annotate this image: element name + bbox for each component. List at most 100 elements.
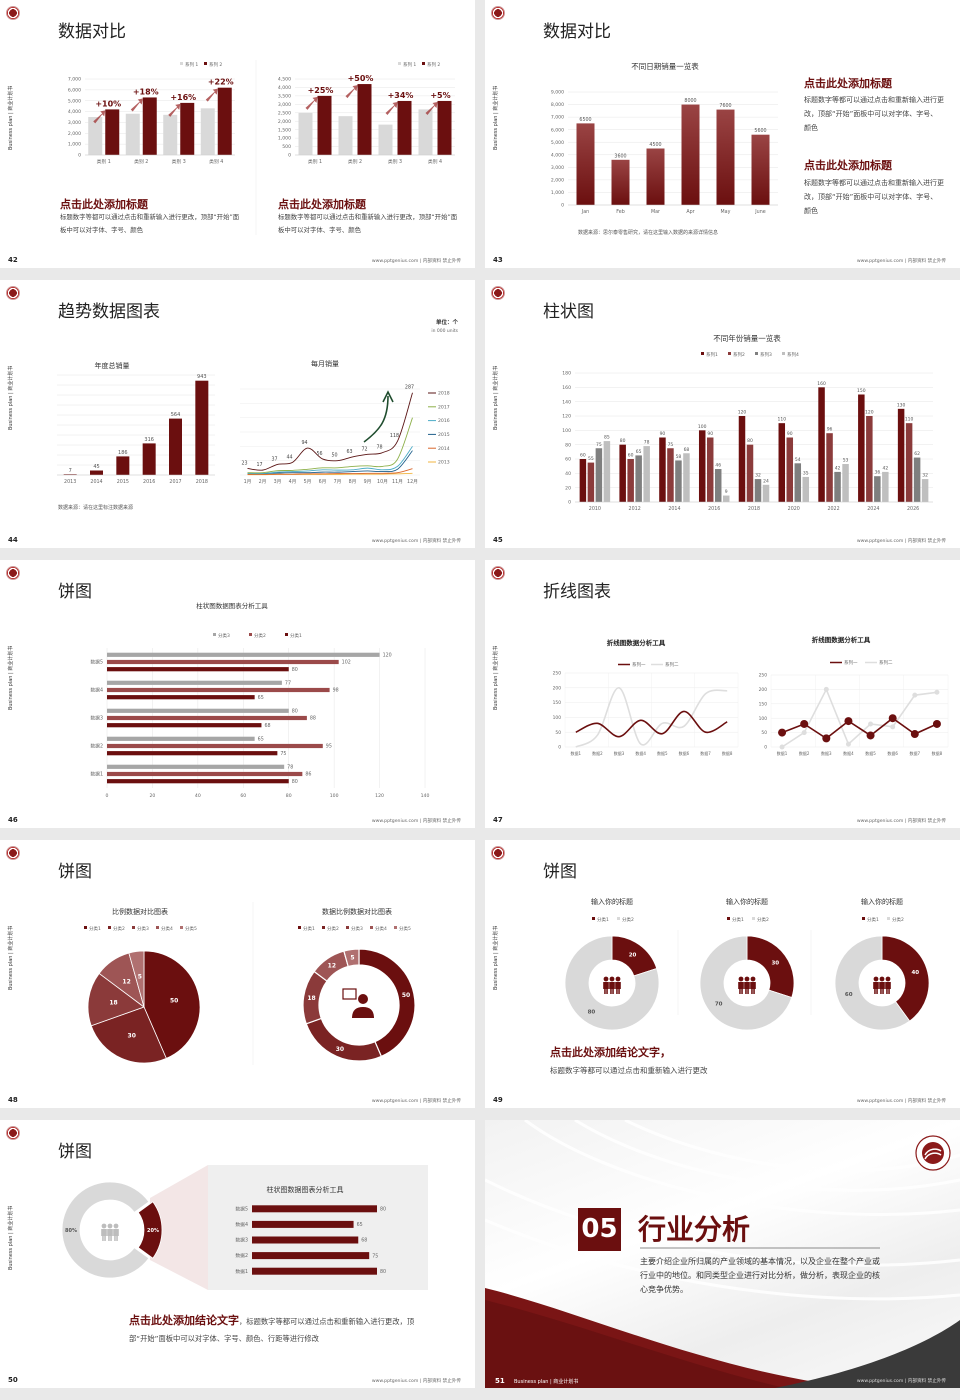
slide-48[interactable]: 饼图 比例数据对比图表 分类1 分类2 分类3 分类4 分类5 50 30 18 12 5 数据比例数… bbox=[0, 840, 475, 1108]
data-label: 42 bbox=[835, 465, 841, 471]
data-label: 78 bbox=[376, 445, 382, 451]
x-tick-label: 2015 bbox=[117, 479, 129, 485]
slide-44[interactable]: 趋势数据图表 年度总销量 7 2013 45 2014 186 2015 316 2016 564… bbox=[0, 280, 475, 548]
legend-label: 分类2 bbox=[892, 916, 904, 923]
page-number: 51 bbox=[495, 1377, 505, 1385]
slide-47[interactable]: 折线图表 折线图数据分析工具 系列一 系列二 0 50 100 150 200 250 数据1 数据… bbox=[485, 560, 960, 828]
data-label: 80 bbox=[380, 1269, 386, 1275]
y-tick-label: 100 bbox=[553, 715, 562, 721]
data-label: 316 bbox=[144, 437, 154, 443]
data-label: 65 bbox=[258, 695, 264, 701]
slide-46[interactable]: 饼图 柱状图数据图表分析工具 分类3 分类2 分类1 0 20 40 60 80 100 120 14… bbox=[0, 560, 475, 828]
legend-swatch bbox=[398, 62, 401, 65]
x-tick-label: 2016 bbox=[708, 506, 720, 512]
conclusion-body: 标题数字等都可以通过点击和重新输入进行更改 bbox=[550, 1066, 708, 1075]
data-label: 85 bbox=[604, 435, 610, 441]
footer-left: Business plan | 商业计划书 bbox=[514, 1379, 579, 1385]
legend-label: 分类1 bbox=[597, 916, 609, 923]
y-tick-label: 180 bbox=[562, 371, 571, 377]
legend-label: 系列2 bbox=[733, 351, 745, 358]
y-tick-label: 100 bbox=[562, 428, 571, 434]
growth-arrow-icon bbox=[425, 101, 438, 115]
legend-swatch bbox=[862, 917, 865, 920]
x-tick-label: 8月 bbox=[349, 479, 357, 485]
slide-51-section-cover[interactable]: 05 行业分析 主要介绍企业所归属的产业领域的基本情况，以及企业在整个产业或行业… bbox=[485, 1120, 960, 1388]
block-body: 标题数字等都可以通过点击和重新输入进行更改，顶部“开始”面板中可以对字体、字号、… bbox=[60, 213, 240, 234]
legend-swatch bbox=[322, 926, 325, 929]
data-label: 35 bbox=[803, 470, 809, 476]
slide-50[interactable]: 饼图 20% 80% 柱状图数据图表分析工具 数据1 80 数据2 75 数据3 68 数据4 65… bbox=[0, 1120, 475, 1388]
footer-text: www.pptgenius.com | 内部资料 禁止外传 bbox=[371, 819, 461, 824]
legend-label: 分类1 bbox=[290, 632, 302, 639]
legend-label: 分类1 bbox=[89, 925, 101, 932]
legend-label: 2015 bbox=[438, 432, 450, 438]
slide-49[interactable]: 饼图 输入你的标题 分类1 分类2 20 80 输入你的标题 分类1 分类2 30 70 输入你的标… bbox=[485, 840, 960, 1108]
bar bbox=[826, 433, 833, 502]
chart-title: 输入你的标题 bbox=[591, 897, 633, 906]
data-label: 7 bbox=[69, 468, 72, 474]
trend-arrowhead bbox=[382, 390, 394, 403]
slide-45[interactable]: 柱状图 不同年份销量一览表 系列1 系列2 系列3 系列4 0 20 40 60 80 100 120… bbox=[485, 280, 960, 548]
footer-text: www.pptgenius.com | 内部资料 禁止外传 bbox=[856, 819, 946, 824]
growth-arrow-icon bbox=[205, 88, 218, 102]
bar bbox=[897, 408, 905, 502]
y-tick-label: 1,000 bbox=[278, 136, 291, 142]
section-title: 行业分析 bbox=[638, 1213, 751, 1246]
slice-label: 18 bbox=[307, 995, 315, 1002]
slice-label: 80% bbox=[65, 1228, 77, 1234]
bar bbox=[802, 476, 810, 502]
slide-title: 饼图 bbox=[543, 862, 577, 882]
data-label: 63 bbox=[346, 449, 352, 455]
data-label: 4500 bbox=[649, 142, 661, 148]
page-number: 46 bbox=[8, 816, 18, 824]
legend-swatch bbox=[213, 633, 216, 636]
data-label: 86 bbox=[305, 772, 311, 778]
side-label: Business plan | 商业计划书 bbox=[8, 85, 14, 150]
bar bbox=[751, 134, 770, 205]
x-tick-label: 4月 bbox=[289, 479, 297, 485]
series-line-系列二 bbox=[575, 687, 728, 748]
slide-42[interactable]: 数据对比 0 1,000 2,000 3,000 4,000 5,000 6,000 7,00… bbox=[0, 0, 475, 268]
data-label: 80 bbox=[380, 1207, 386, 1213]
growth-arrow-icon bbox=[305, 96, 318, 110]
growth-annotation: +25% bbox=[308, 86, 334, 95]
y-tick-label: 40 bbox=[565, 471, 571, 477]
conclusion-body: ，标题数字等都可以通过点击和重新输入进行更改，顶部“开始”面板中可以对字体、字号… bbox=[129, 1317, 415, 1343]
legend-swatch bbox=[755, 352, 758, 355]
y-tick-label: 3,500 bbox=[278, 93, 291, 99]
side-label: Business plan | 商业计划书 bbox=[8, 1205, 14, 1270]
y-tick-label: 5,000 bbox=[68, 98, 81, 104]
legend-label: 分类1 bbox=[303, 925, 315, 932]
x-tick-label: 数据8 bbox=[722, 750, 733, 756]
bar bbox=[619, 444, 626, 502]
footer-right: www.pptgenius.com | 内部资料 禁止外传 bbox=[856, 1379, 946, 1384]
data-label: 80 bbox=[292, 709, 298, 715]
y-tick-label: 100 bbox=[759, 716, 768, 722]
bar bbox=[397, 100, 412, 155]
pie-slice bbox=[358, 948, 416, 1058]
legend-label: 系列 1 bbox=[403, 61, 416, 68]
y-tick-label: 120 bbox=[562, 414, 571, 420]
pie-slice bbox=[564, 935, 660, 1031]
bar bbox=[659, 437, 666, 502]
x-tick-label: 0 bbox=[106, 793, 109, 799]
chat-bubble-icon bbox=[342, 988, 357, 1000]
data-label: 53 bbox=[843, 458, 849, 464]
block-heading: 点击此处添加标题 bbox=[278, 198, 366, 211]
data-label: 50 bbox=[331, 453, 337, 459]
bar bbox=[200, 108, 215, 155]
side-label: Business plan | 商业计划书 bbox=[493, 85, 499, 150]
bar bbox=[716, 109, 735, 205]
pie-slice bbox=[881, 935, 930, 1022]
data-label: 120 bbox=[383, 653, 392, 659]
legend-swatch bbox=[701, 352, 704, 355]
chart-title: 数据比例数据对比图表 bbox=[322, 907, 392, 916]
slide-43[interactable]: 数据对比 不同日期销量一览表 0 1,000 2,000 3,000 4,000 5,000… bbox=[485, 0, 960, 268]
y-tick-label: 140 bbox=[562, 399, 571, 405]
data-point bbox=[800, 719, 809, 728]
team-icon bbox=[101, 1223, 119, 1241]
slice-label: 5 bbox=[350, 954, 354, 961]
data-label: 17 bbox=[256, 462, 262, 468]
x-tick-label: 数据6 bbox=[887, 750, 898, 756]
bar bbox=[107, 667, 289, 672]
